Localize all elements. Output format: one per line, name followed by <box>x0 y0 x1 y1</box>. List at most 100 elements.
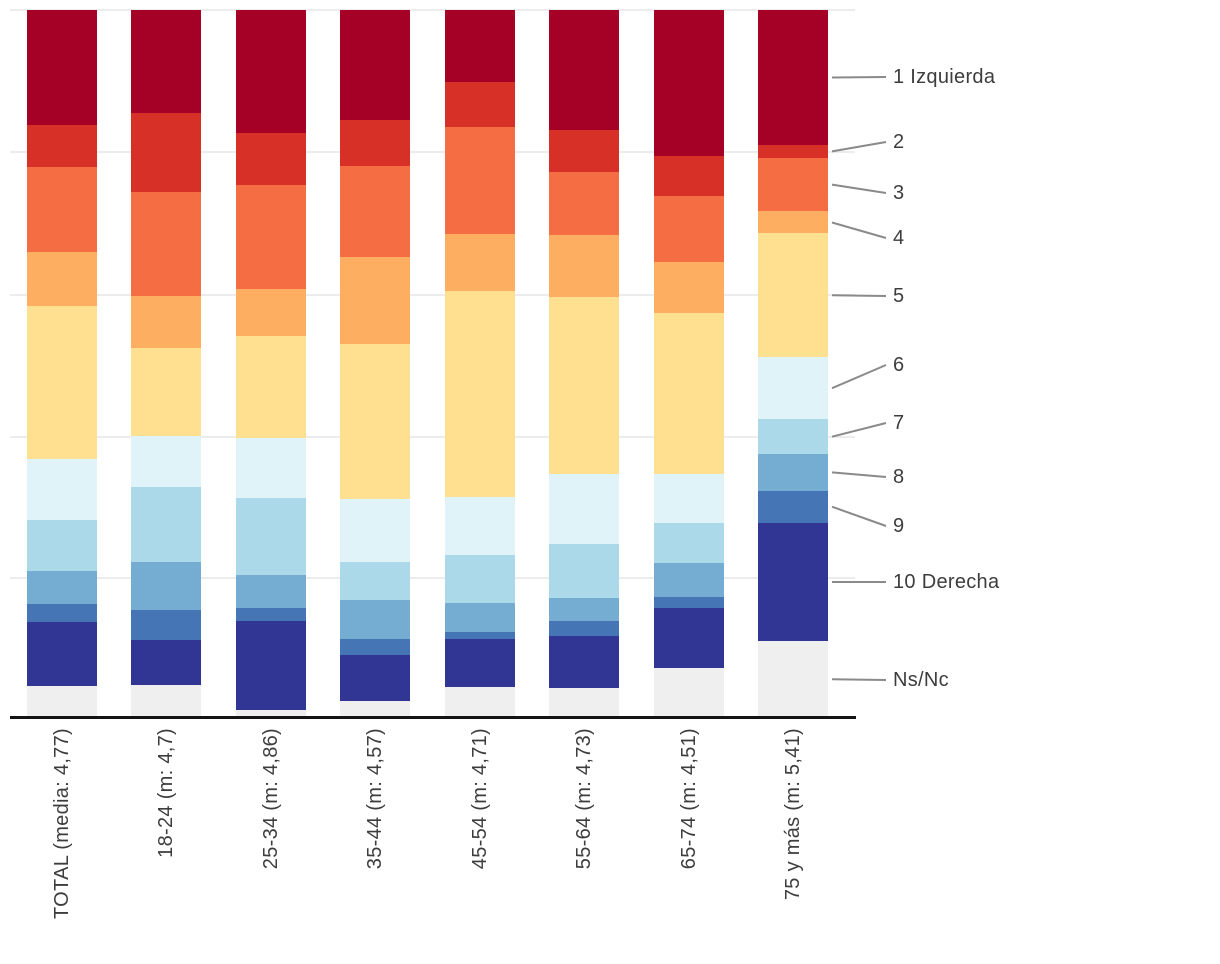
bar-segment-9[interactable] <box>236 608 306 621</box>
bar-segment-3[interactable] <box>236 185 306 290</box>
bar-segment-9[interactable] <box>340 638 410 656</box>
bar-segment-2[interactable] <box>549 130 619 172</box>
bar-segment-8[interactable] <box>654 562 724 597</box>
bar-segment-6[interactable] <box>445 497 515 556</box>
bar-segment-8[interactable] <box>445 603 515 633</box>
bar-segment-8[interactable] <box>340 600 410 639</box>
bar-segment-4[interactable] <box>131 295 201 348</box>
bar-segment-6[interactable] <box>340 499 410 563</box>
bar-segment-7[interactable] <box>758 419 828 454</box>
x-axis-label: 65-74 (m: 4,51) <box>678 728 700 870</box>
bar-segment-5[interactable] <box>758 233 828 358</box>
bar-segment-10-derecha[interactable] <box>27 621 97 686</box>
gridline <box>10 294 855 296</box>
bar-segment-10-derecha[interactable] <box>340 655 410 701</box>
bar-segment-9[interactable] <box>654 596 724 609</box>
bar-segment-1-izquierda[interactable] <box>131 10 201 114</box>
bar-segment-4[interactable] <box>236 289 306 336</box>
bar-segment-8[interactable] <box>758 453 828 491</box>
bar-segment-8[interactable] <box>27 570 97 604</box>
legend-leader-line <box>831 471 887 478</box>
bar-segment-9[interactable] <box>549 620 619 636</box>
bar-segment-ns-nc[interactable] <box>236 709 306 717</box>
bar-segment-9[interactable] <box>758 490 828 523</box>
bar-segment-5[interactable] <box>654 312 724 475</box>
bar-segment-6[interactable] <box>549 474 619 544</box>
bar-segment-4[interactable] <box>758 211 828 234</box>
bar-segment-10-derecha[interactable] <box>131 639 201 686</box>
bar-segment-2[interactable] <box>654 155 724 196</box>
bar-segment-4[interactable] <box>549 234 619 298</box>
bar-segment-ns-nc[interactable] <box>27 685 97 717</box>
bar-segment-ns-nc[interactable] <box>131 685 201 717</box>
bar-segment-6[interactable] <box>236 437 306 498</box>
bar-segment-ns-nc[interactable] <box>340 700 410 717</box>
bar-segment-5[interactable] <box>236 335 306 438</box>
gridline <box>10 9 855 11</box>
bar-segment-8[interactable] <box>236 574 306 609</box>
bar-segment-2[interactable] <box>131 113 201 193</box>
bar-segment-2[interactable] <box>445 82 515 128</box>
bar-segment-2[interactable] <box>236 133 306 186</box>
bar-segment-3[interactable] <box>131 192 201 296</box>
bar-segment-10-derecha[interactable] <box>654 608 724 669</box>
bar-segment-7[interactable] <box>445 555 515 604</box>
bar-segment-1-izquierda[interactable] <box>445 10 515 83</box>
bar-segment-ns-nc[interactable] <box>549 688 619 717</box>
bar-segment-7[interactable] <box>236 497 306 575</box>
bar-segment-1-izquierda[interactable] <box>27 10 97 126</box>
bar-segment-5[interactable] <box>131 347 201 437</box>
bar-segment-8[interactable] <box>549 597 619 621</box>
bar-segment-6[interactable] <box>654 474 724 523</box>
bar-segment-5[interactable] <box>445 291 515 498</box>
bar-segment-2[interactable] <box>27 125 97 167</box>
bar-segment-2[interactable] <box>758 145 828 158</box>
bar-segment-2[interactable] <box>340 120 410 166</box>
bar-segment-4[interactable] <box>654 261 724 313</box>
bar-segment-9[interactable] <box>27 603 97 622</box>
bar-segment-8[interactable] <box>131 562 201 611</box>
bar-segment-5[interactable] <box>549 297 619 475</box>
bar-segment-3[interactable] <box>27 166 97 252</box>
bar-segment-3[interactable] <box>445 127 515 235</box>
bar-segment-7[interactable] <box>654 522 724 563</box>
bar-segment-3[interactable] <box>340 165 410 258</box>
bar-segment-1-izquierda[interactable] <box>236 10 306 134</box>
bar-segment-ns-nc[interactable] <box>654 668 724 717</box>
bar-segment-9[interactable] <box>445 632 515 640</box>
bar-segment-4[interactable] <box>27 251 97 306</box>
bar-segment-10-derecha[interactable] <box>758 522 828 642</box>
bar-segment-7[interactable] <box>131 487 201 563</box>
bar-segment-1-izquierda[interactable] <box>549 10 619 131</box>
bar-segment-6[interactable] <box>27 458 97 520</box>
x-axis-label: 75 y más (m: 5,41) <box>782 728 804 901</box>
bar-segment-10-derecha[interactable] <box>549 635 619 688</box>
bar-segment-3[interactable] <box>758 157 828 212</box>
bar-segment-6[interactable] <box>131 436 201 488</box>
bar-segment-10-derecha[interactable] <box>445 639 515 688</box>
legend-label-3: 3 <box>893 182 905 204</box>
bar-segment-9[interactable] <box>131 610 201 640</box>
bar-segment-ns-nc[interactable] <box>758 641 828 717</box>
bar-segment-7[interactable] <box>27 519 97 571</box>
bar-segment-5[interactable] <box>340 343 410 500</box>
bar-segment-ns-nc[interactable] <box>445 687 515 717</box>
bar-column-3 <box>340 0 410 964</box>
bar-segment-1-izquierda[interactable] <box>654 10 724 156</box>
bar-segment-10-derecha[interactable] <box>236 620 306 710</box>
bar-segment-6[interactable] <box>758 357 828 420</box>
bar-segment-3[interactable] <box>549 171 619 235</box>
legend-label-9: 9 <box>893 515 905 537</box>
legend-leader-line <box>831 183 887 194</box>
bar-segment-1-izquierda[interactable] <box>758 10 828 146</box>
legend-leader-line <box>831 141 887 153</box>
bar-column-7 <box>758 0 828 964</box>
bar-segment-4[interactable] <box>340 257 410 344</box>
bar-segment-7[interactable] <box>549 543 619 598</box>
bar-segment-4[interactable] <box>445 234 515 292</box>
bar-segment-1-izquierda[interactable] <box>340 10 410 121</box>
bar-segment-3[interactable] <box>654 195 724 262</box>
bar-segment-7[interactable] <box>340 562 410 601</box>
bar-segment-5[interactable] <box>27 305 97 459</box>
